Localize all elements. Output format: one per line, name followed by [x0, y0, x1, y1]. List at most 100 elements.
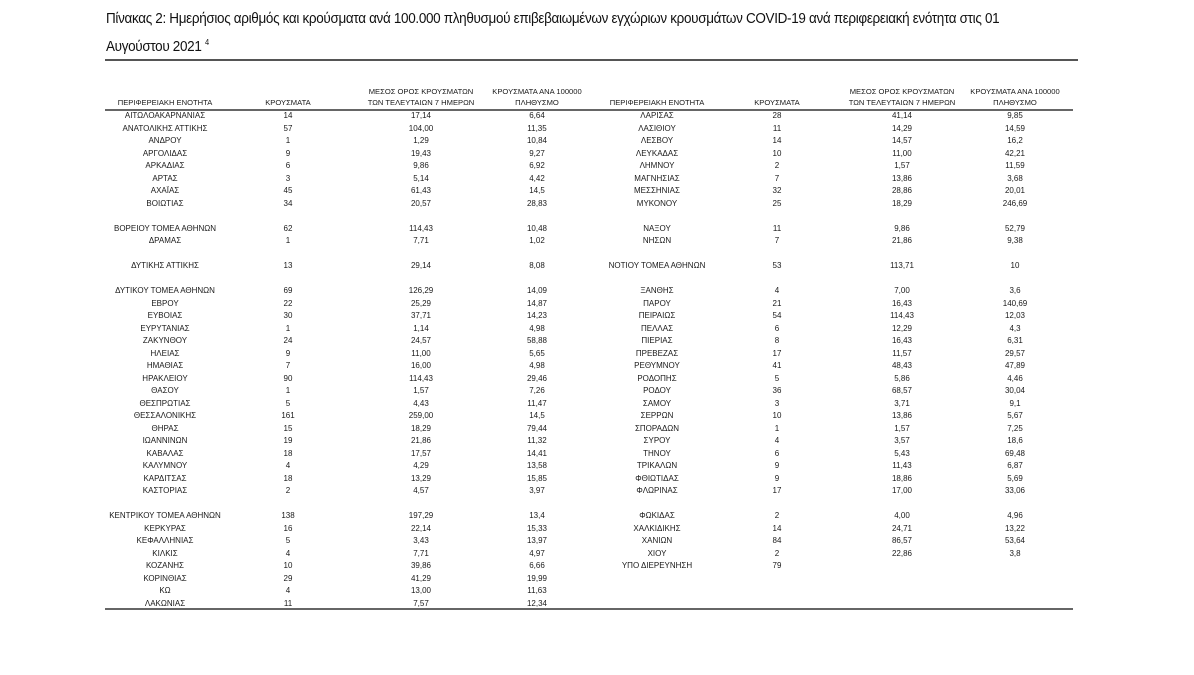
case-count: 9 [774, 461, 780, 470]
region-name: ΑΡΤΑΣ [152, 173, 178, 183]
avg-7d: 17,57 [410, 448, 432, 458]
avg-7d: 22,14 [410, 523, 432, 533]
avg-7d: 20,57 [410, 198, 432, 208]
avg-7d: 37,71 [410, 311, 432, 320]
per-100k: 3,8 [1009, 548, 1021, 558]
avg-7d: 17,00 [891, 486, 913, 495]
case-count: 3 [774, 398, 780, 408]
case-count: 13 [283, 261, 293, 270]
avg-7d: 16,43 [891, 336, 913, 345]
per-100k: 4,98 [529, 361, 545, 370]
case-count: 4 [774, 436, 780, 445]
header-cases: ΚΡΟΥΣΜΑΤΑ [265, 98, 311, 107]
avg-7d: 5,86 [894, 373, 910, 383]
header-region: ΠΕΡΙΦΕΡΕΙΑΚΗ ΕΝΟΤΗΤΑ [117, 98, 213, 107]
per-100k: 246,69 [1002, 198, 1028, 208]
region-name: ΗΛΕΙΑΣ [150, 348, 180, 358]
region-name: ΚΩ [159, 586, 171, 595]
header-per100k-line2: ΠΛΗΘΥΣΜΟ [515, 98, 559, 107]
case-count: 5 [285, 536, 291, 545]
region-name: ΡΟΔΟΥ [643, 386, 671, 395]
per-100k: 69,48 [1004, 448, 1026, 458]
per-100k: 14,41 [526, 448, 548, 458]
case-count: 53 [772, 261, 782, 270]
case-count: 14 [772, 136, 782, 145]
avg-7d: 11,43 [892, 461, 912, 470]
region-name: ΑΧΑΪΑΣ [150, 186, 180, 195]
region-name: ΛΗΜΝΟΥ [639, 161, 675, 170]
case-count: 22 [283, 298, 293, 308]
avg-7d: 41,29 [410, 573, 432, 583]
region-name: ΠΕΙΡΑΙΩΣ [638, 311, 676, 320]
per-100k: 4,46 [1007, 373, 1023, 383]
avg-7d: 11,00 [411, 348, 431, 358]
per-100k: 14,87 [526, 298, 548, 308]
case-count: 30 [283, 311, 293, 320]
per-100k: 4,97 [529, 548, 545, 558]
case-count: 14 [772, 523, 782, 533]
per-100k: 8,08 [529, 261, 545, 270]
case-count: 15 [283, 423, 293, 433]
avg-7d: 7,71 [413, 236, 429, 245]
per-100k: 6,92 [529, 161, 545, 170]
case-count: 54 [772, 311, 782, 320]
region-name: ΠΑΡΟΥ [643, 298, 671, 308]
avg-7d: 25,29 [410, 298, 432, 308]
avg-7d: 11,00 [892, 148, 912, 158]
avg-7d: 16,43 [891, 298, 913, 308]
avg-7d: 13,86 [891, 173, 913, 183]
avg-7d: 14,57 [891, 136, 913, 145]
avg-7d: 9,86 [894, 223, 910, 233]
per-100k: 10,48 [526, 223, 548, 233]
region-name: ΠΙΕΡΙΑΣ [641, 336, 673, 345]
header-avg-7d: ΜΕΣΟΣ ΟΡΟΣ ΚΡΟΥΣΜΑΤΩΝ ΤΩΝ ΤΕΛΕΥΤΑΙΩΝ 7 ΗΜ… [341, 86, 501, 108]
region-name: ΔΥΤΙΚΟΥ ΤΟΜΕΑ ΑΘΗΝΩΝ [115, 286, 215, 295]
case-count: 2 [774, 511, 780, 520]
per-100k: 11,35 [527, 123, 547, 133]
caption-divider [105, 59, 1078, 61]
region-name: ΚΑΡΔΙΤΣΑΣ [143, 473, 187, 483]
region-name: ΞΑΝΘΗΣ [640, 286, 674, 295]
case-count: 45 [283, 186, 293, 195]
case-count: 9 [285, 148, 291, 158]
case-count: 9 [285, 348, 291, 358]
region-name: ΣΕΡΡΩΝ [640, 411, 674, 420]
region-name: ΘΗΡΑΣ [151, 423, 179, 433]
per-100k: 10 [1010, 261, 1020, 270]
case-count: 10 [772, 411, 782, 420]
case-count: 5 [285, 398, 291, 408]
per-100k: 6,31 [1007, 336, 1023, 345]
region-name: ΒΟΙΩΤΙΑΣ [146, 198, 184, 208]
region-name: ΕΒΡΟΥ [151, 298, 179, 308]
avg-7d: 29,14 [410, 261, 432, 270]
avg-7d: 13,86 [891, 411, 913, 420]
region-name: ΣΥΡΟΥ [643, 436, 671, 445]
avg-7d: 48,43 [891, 361, 913, 370]
region-name: ΗΜΑΘΙΑΣ [146, 361, 184, 370]
per-100k: 47,89 [1004, 361, 1026, 370]
case-count: 18 [283, 473, 293, 483]
case-count: 4 [285, 586, 291, 595]
case-count: 57 [283, 123, 293, 133]
region-name: ΚΑΒΑΛΑΣ [146, 448, 184, 458]
avg-7d: 7,00 [894, 286, 910, 295]
avg-7d: 5,14 [413, 173, 429, 183]
avg-7d: 3,43 [413, 536, 429, 545]
avg-7d: 4,43 [413, 398, 429, 408]
case-count: 36 [772, 386, 782, 395]
per-100k: 140,69 [1002, 298, 1028, 308]
avg-7d: 13,00 [410, 586, 432, 595]
region-name: ΤΗΝΟΥ [643, 448, 671, 458]
per-100k: 14,5 [529, 186, 545, 195]
region-name: ΛΑΣΙΘΙΟΥ [638, 123, 676, 133]
per-100k: 18,6 [1007, 436, 1023, 445]
per-100k: 15,33 [526, 523, 548, 533]
header-per100k-line1: ΚΡΟΥΣΜΑΤΑ ΑΝΑ 100000 [492, 87, 582, 96]
region-name: ΠΕΛΛΑΣ [640, 323, 674, 333]
region-name: ΚΕΡΚΥΡΑΣ [144, 523, 186, 533]
header-avg-line2: ΤΩΝ ΤΕΛΕΥΤΑΙΩΝ 7 ΗΜΕΡΩΝ [367, 98, 475, 107]
header-divider [105, 109, 1073, 111]
per-100k: 11,32 [527, 436, 547, 445]
case-count: 25 [772, 198, 782, 208]
region-name: ΗΡΑΚΛΕΙΟΥ [142, 373, 188, 383]
